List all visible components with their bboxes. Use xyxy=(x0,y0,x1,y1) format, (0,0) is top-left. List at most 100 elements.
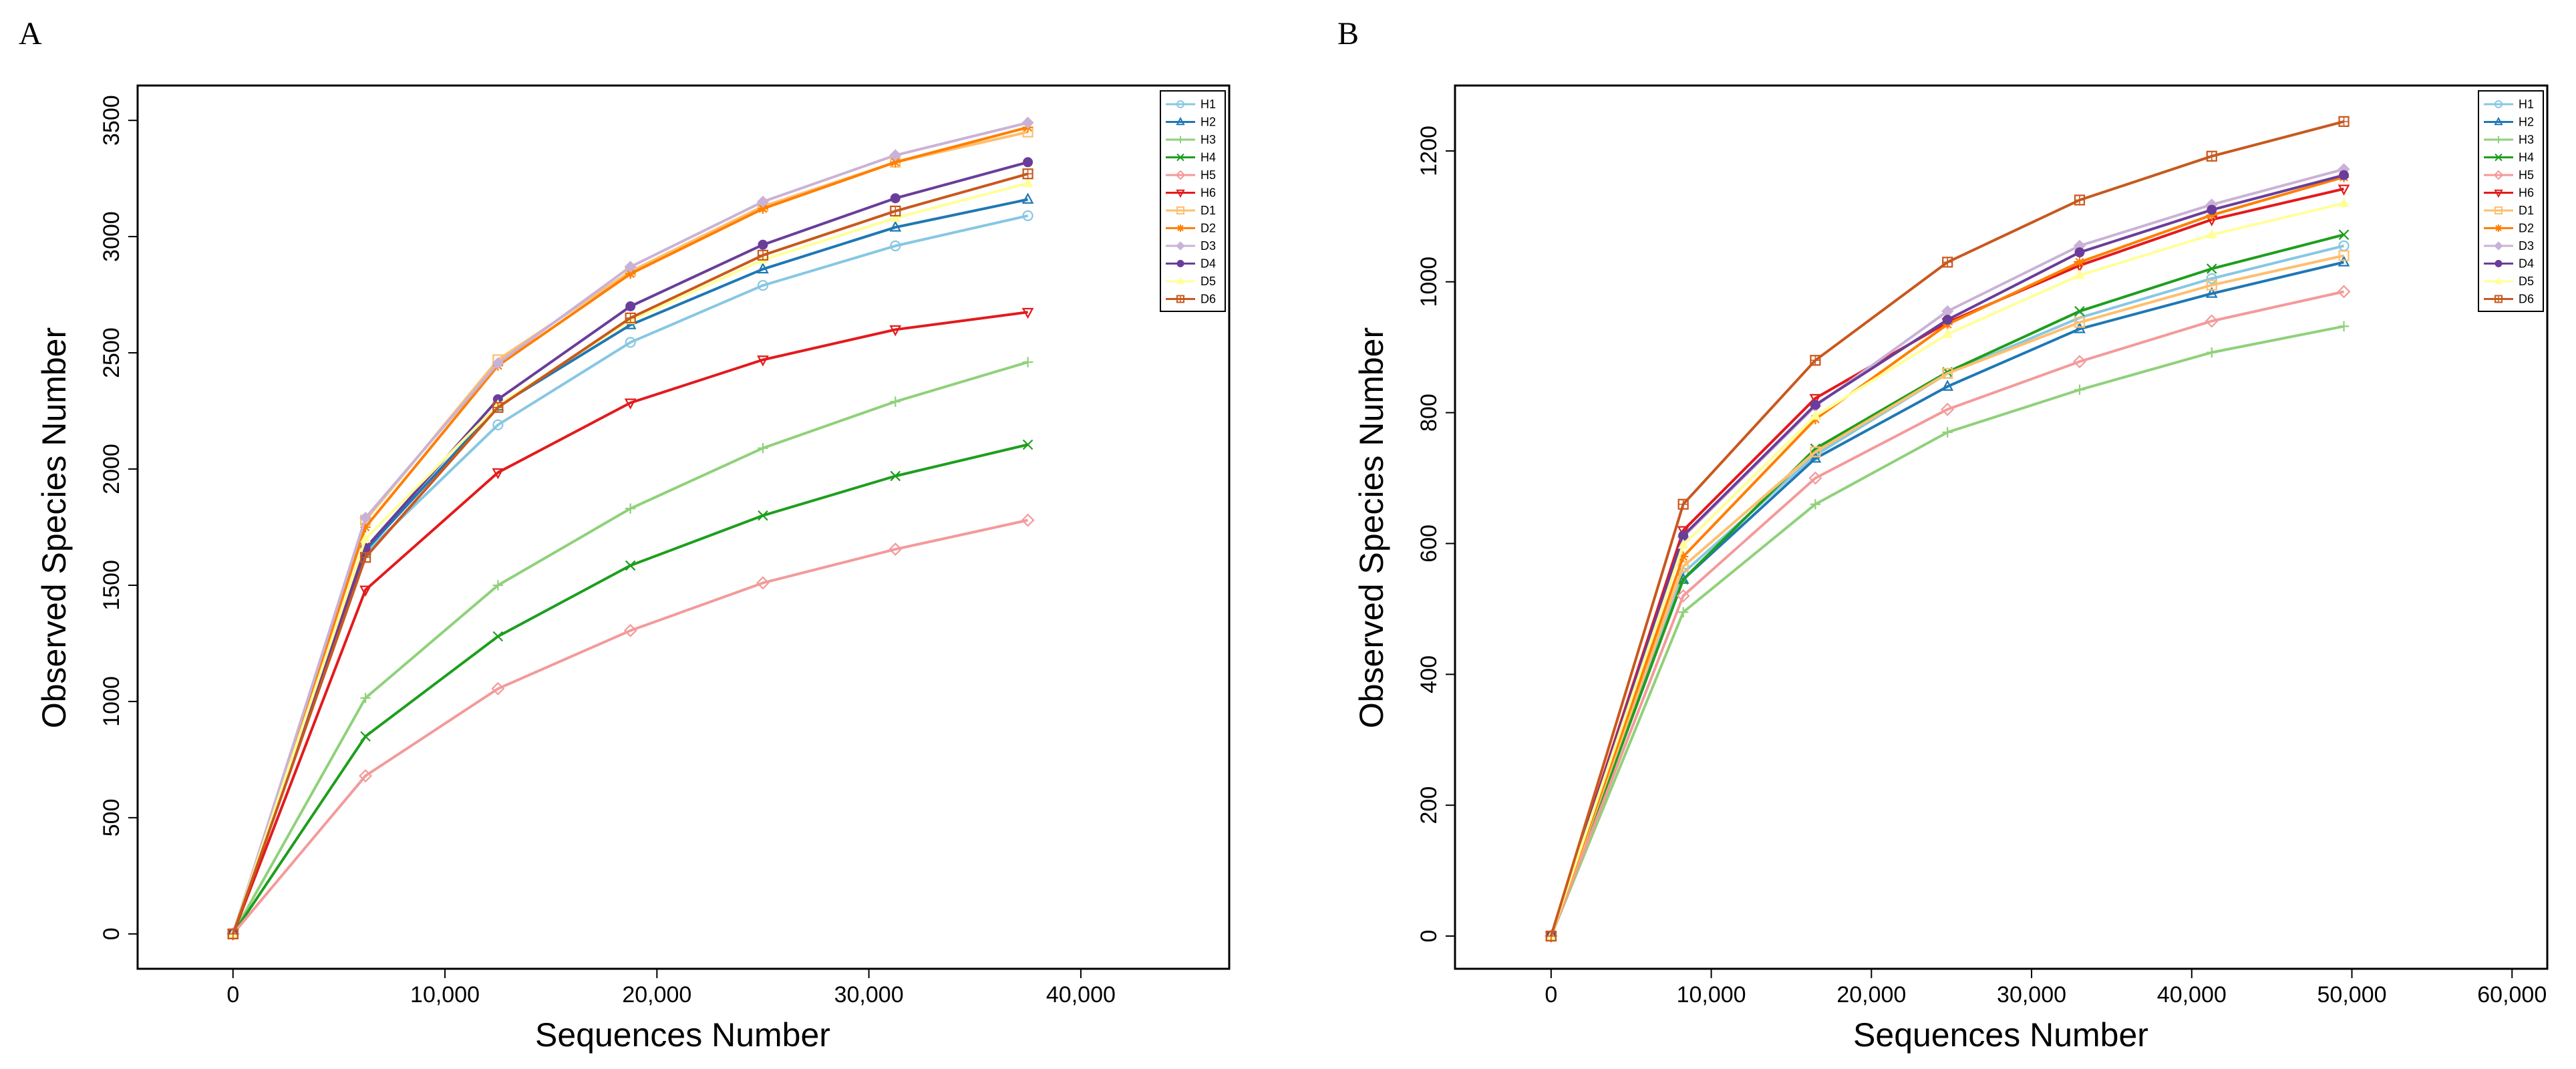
panel-b-point-d4 xyxy=(1810,400,1820,410)
panel-a-point-d3 xyxy=(1021,116,1034,129)
panel-a-point-h2 xyxy=(1021,192,1034,204)
panel-a-series-d1 xyxy=(227,126,1033,939)
panel-b-point-h5 xyxy=(1676,589,1690,603)
panel-b-legend-label-d2: D2 xyxy=(2519,222,2534,235)
panel-a-point-h4 xyxy=(625,560,636,571)
panel-a-legend-marker-h2 xyxy=(1176,116,1185,126)
panel-a-point-d5 xyxy=(360,532,371,543)
panel-a-y-tick-label: 2500 xyxy=(99,327,124,378)
panel-a-point-d2 xyxy=(625,269,636,279)
panel-a-point-h6 xyxy=(359,585,371,597)
panel-a-legend-item-h3: H3 xyxy=(1166,133,1216,146)
panel-b-y-axis-title: Observed Species Number xyxy=(1353,327,1390,728)
panel-b-point-d5 xyxy=(2074,269,2085,279)
panel-a-y-tick-label: 500 xyxy=(99,799,124,837)
panel-b-point-d5 xyxy=(1942,328,1953,338)
panel-b-point-d1 xyxy=(1810,446,1821,458)
panel-b-y-tick-label: 200 xyxy=(1416,786,1442,824)
panel-a: A 0 10,000 20,000 30,000 40,000 0 500 1000 1500… xyxy=(19,16,1231,1054)
panel-a-point-h6 xyxy=(1021,307,1034,319)
panel-a-legend-item-h5: H5 xyxy=(1166,168,1216,182)
panel-b-line-d1 xyxy=(1549,254,2344,937)
panel-a-point-d2 xyxy=(360,522,371,532)
panel-b-legend-label-d1: D1 xyxy=(2519,204,2534,217)
panel-b-x-tick-label: 40,000 xyxy=(2157,982,2227,1008)
panel-a-point-h4 xyxy=(890,470,901,482)
panel-b-legend-marker-h3 xyxy=(2494,136,2503,144)
panel-b-point-h2 xyxy=(2074,322,2086,333)
panel-a-point-h3 xyxy=(625,503,636,514)
panel-a-point-h5 xyxy=(491,681,505,696)
panel-b-legend-item-h6: H6 xyxy=(2484,186,2534,200)
panel-a-point-h5 xyxy=(1021,513,1035,527)
panel-b-legend: H1 H2 H3 H4 H5 H6 D1 D2 D3 D4 D5 D6 xyxy=(2484,98,2534,306)
panel-a-x-tick-label: 30,000 xyxy=(834,982,904,1008)
panel-a-legend-marker-d3 xyxy=(1176,241,1185,251)
panel-b-point-h2 xyxy=(2338,255,2350,267)
panel-b-point-h4 xyxy=(2338,229,2350,241)
panel-b-legend-label-d6: D6 xyxy=(2519,293,2534,306)
panel-b-point-h3 xyxy=(2338,321,2350,332)
panel-b-legend-marker-h5 xyxy=(2493,170,2504,180)
panel-b-point-h6 xyxy=(2338,184,2350,196)
panel-a-point-h6 xyxy=(889,325,902,337)
panel-b-point-d1 xyxy=(2206,279,2217,291)
panel-a-y-tick-label: 3000 xyxy=(99,211,124,262)
panel-a-line-d6 xyxy=(231,172,1029,935)
panel-a-point-h3 xyxy=(492,580,504,591)
panel-b-legend-item-d2: D2 xyxy=(2484,222,2534,235)
panel-b-point-d1 xyxy=(2074,317,2086,328)
panel-a-point-h4 xyxy=(360,731,371,742)
panel-a-point-h6 xyxy=(624,398,637,410)
panel-a-point-h1 xyxy=(625,337,636,348)
panel-a-legend-marker-d4 xyxy=(1176,260,1184,267)
panel-a-x-tick-label: 40,000 xyxy=(1046,982,1116,1008)
panel-b-legend-item-h3: H3 xyxy=(2484,133,2534,146)
panel-a-point-d6 xyxy=(359,552,371,563)
panel-b-point-d2 xyxy=(2207,210,2217,220)
panel-b-legend-label-d3: D3 xyxy=(2519,239,2534,253)
panel-a-legend-label-d4: D4 xyxy=(1200,257,1216,271)
panel-b-point-h6 xyxy=(1809,394,1822,406)
panel-a-point-h3 xyxy=(758,443,768,454)
panel-a-legend-label-h3: H3 xyxy=(1200,133,1216,146)
panel-b-x-tick-label: 0 xyxy=(1545,982,1557,1008)
panel-a-line-d2 xyxy=(231,126,1029,935)
panel-a-legend-marker-h4 xyxy=(1176,153,1184,162)
panel-b-point-d4 xyxy=(1942,315,1953,325)
panel-a-point-d6 xyxy=(625,312,636,324)
panel-b-legend-item-h5: H5 xyxy=(2484,168,2534,182)
panel-b-point-h3 xyxy=(1942,427,1953,438)
panel-b-point-d1 xyxy=(1942,367,1953,379)
panel-a-legend-marker-h5 xyxy=(1175,170,1186,180)
panel-a-legend-label-d6: D6 xyxy=(1200,293,1216,306)
panel-a-point-h2 xyxy=(757,262,769,274)
panel-a-y-axis-title: Observed Species Number xyxy=(35,327,73,728)
panel-b-point-h3 xyxy=(1677,607,1689,618)
panel-a-point-d4 xyxy=(890,193,901,204)
panel-b-point-h3 xyxy=(2207,347,2217,358)
panel-a-legend-marker-d6 xyxy=(1176,295,1184,303)
panel-b-point-h2 xyxy=(1941,379,1954,391)
panel-b-point-d6 xyxy=(2074,194,2086,206)
panel-b-legend-item-d6: D6 xyxy=(2484,293,2534,306)
panel-a-point-d6 xyxy=(227,928,238,939)
panel-a-point-d3 xyxy=(889,149,902,162)
panel-b-x-tick-label: 10,000 xyxy=(1677,982,1746,1008)
panel-b-series-h2 xyxy=(1545,255,2350,941)
panel-a-x-tick-label: 20,000 xyxy=(622,982,691,1008)
panel-b-legend-item-d3: D3 xyxy=(2484,239,2534,253)
panel-a-legend-item-h2: H2 xyxy=(1166,116,1216,129)
panel-b-point-h2 xyxy=(1809,452,1822,463)
panel-b-point-d2 xyxy=(1677,551,1689,562)
panel-b-legend-item-d1: D1 xyxy=(2484,204,2534,217)
panel-a-legend-label-h1: H1 xyxy=(1200,98,1216,111)
panel-a-line-h4 xyxy=(232,443,1029,935)
panel-b-legend-item-d5: D5 xyxy=(2484,275,2534,288)
panel-a-legend-item-d3: D3 xyxy=(1166,239,1216,253)
panel-a-legend-marker-d5 xyxy=(1176,277,1184,285)
panel-a-legend-item-d1: D1 xyxy=(1166,204,1216,217)
panel-a-point-h1 xyxy=(757,280,769,291)
panel-a-point-d4 xyxy=(1023,157,1033,168)
